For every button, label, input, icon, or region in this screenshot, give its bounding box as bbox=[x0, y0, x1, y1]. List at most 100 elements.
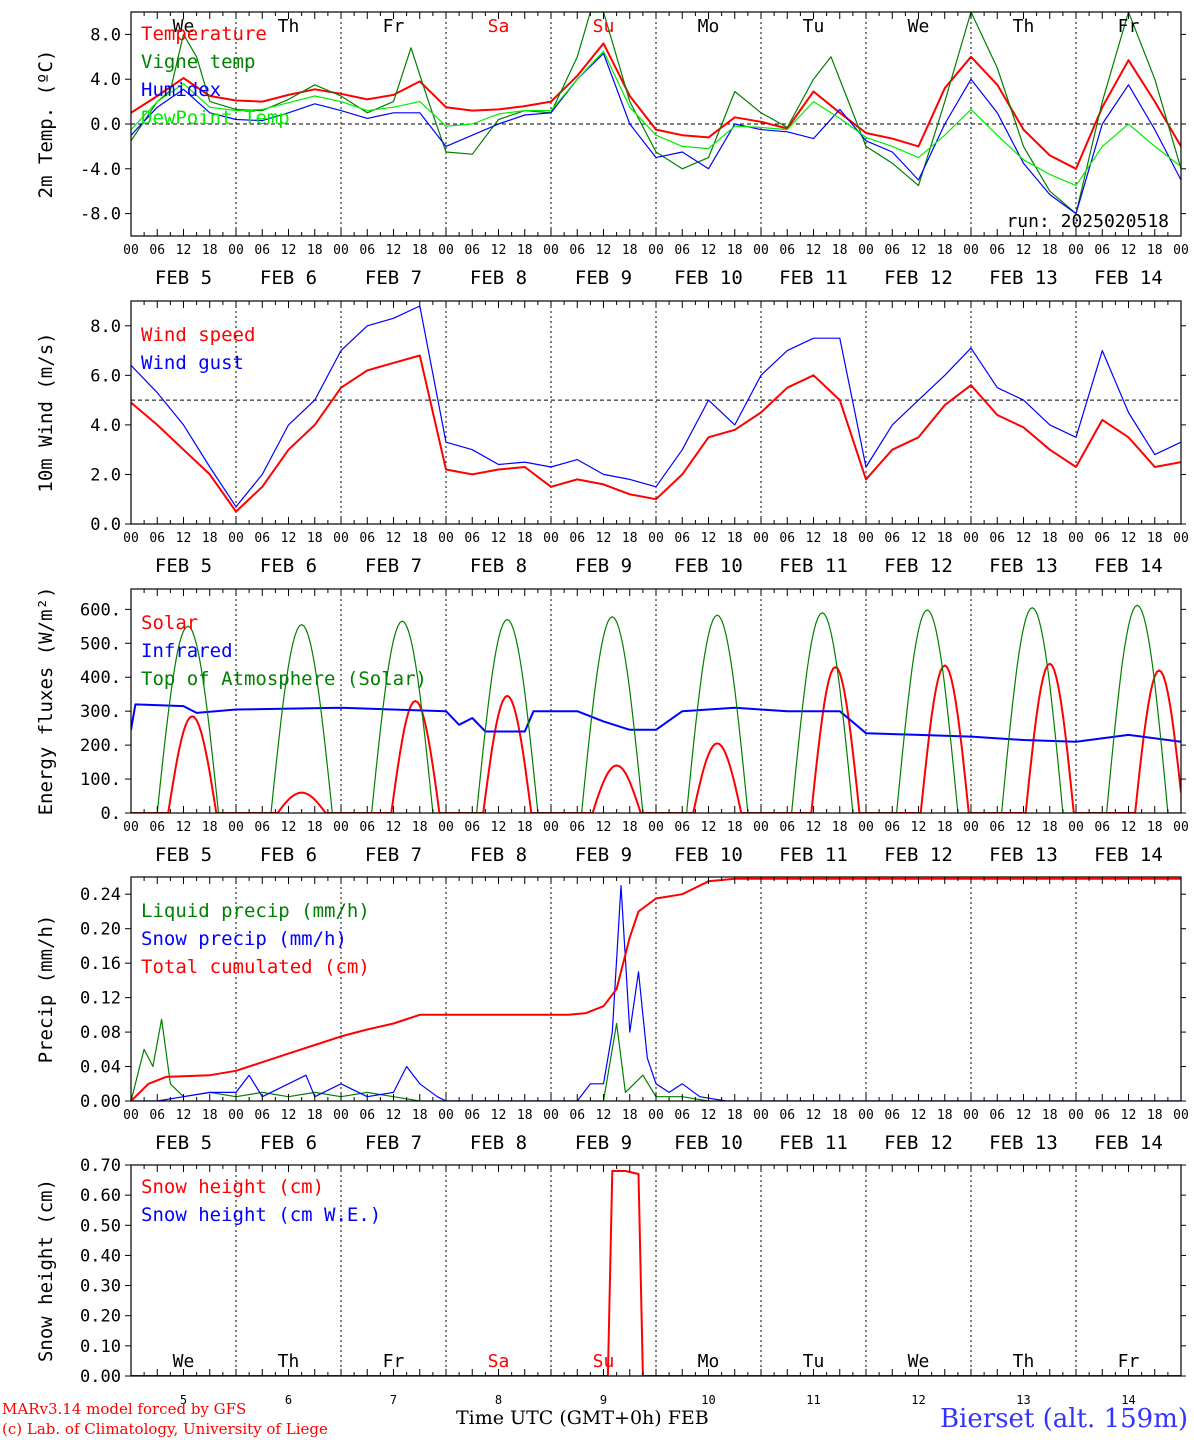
temp-weekday-label: Su bbox=[593, 16, 615, 37]
snow-weekday-label: Tu bbox=[803, 1351, 825, 1372]
temp-series-2-line bbox=[131, 52, 1181, 215]
temp-date-label: FEB 11 bbox=[779, 267, 848, 289]
wind-ytick-label: 8.0 bbox=[90, 317, 121, 337]
energy-hour-label: 12 bbox=[806, 820, 822, 835]
wind-hour-label: 00 bbox=[963, 531, 979, 546]
snow-weekday-label: Th bbox=[1013, 1351, 1035, 1372]
temp-hour-label: 12 bbox=[176, 243, 192, 258]
wind-hour-label: 12 bbox=[1016, 531, 1032, 546]
wind-hour-label: 00 bbox=[648, 531, 664, 546]
temp-weekday-label: We bbox=[908, 16, 930, 37]
precip-hour-label: 12 bbox=[491, 1108, 507, 1123]
precip-hour-label: 06 bbox=[464, 1108, 480, 1123]
temp-ytick-label: -8.0 bbox=[80, 205, 121, 225]
energy-date-label: FEB 8 bbox=[470, 844, 527, 866]
temp-legend-0: Temperature bbox=[141, 23, 267, 45]
wind-hour-label: 12 bbox=[176, 531, 192, 546]
snow-legend-1: Snow height (cm W.E.) bbox=[141, 1204, 381, 1226]
energy-hour-label: 06 bbox=[779, 820, 795, 835]
temp-date-label: FEB 8 bbox=[470, 267, 527, 289]
energy-hour-label: 00 bbox=[333, 820, 349, 835]
precip-hour-label: 00 bbox=[228, 1108, 244, 1123]
energy-hour-label: 18 bbox=[727, 820, 743, 835]
temp-hour-label: 18 bbox=[1042, 243, 1058, 258]
temp-hour-label: 18 bbox=[727, 243, 743, 258]
energy-hour-label: 06 bbox=[989, 820, 1005, 835]
wind-hour-label: 12 bbox=[596, 531, 612, 546]
energy-series-1-line bbox=[131, 703, 1181, 743]
precip-hour-label: 12 bbox=[176, 1108, 192, 1123]
precip-legend-0: Liquid precip (mm/h) bbox=[141, 900, 370, 922]
precip-legend-1: Snow precip (mm/h) bbox=[141, 928, 347, 950]
wind-ylabel: 10m Wind (m/s) bbox=[35, 332, 57, 492]
precip-hour-label: 18 bbox=[517, 1108, 533, 1123]
energy-hour-label: 00 bbox=[1068, 820, 1084, 835]
precip-date-label: FEB 13 bbox=[989, 1132, 1058, 1154]
snow-ytick-label: 0.60 bbox=[80, 1186, 121, 1206]
precip-legend-2: Total cumulated (cm) bbox=[141, 956, 370, 978]
energy-hour-label: 00 bbox=[228, 820, 244, 835]
snow-legend-0: Snow height (cm) bbox=[141, 1176, 324, 1198]
wind-date-label: FEB 13 bbox=[989, 555, 1058, 577]
energy-date-label: FEB 9 bbox=[575, 844, 632, 866]
energy-hour-label: 12 bbox=[491, 820, 507, 835]
energy-date-label: FEB 11 bbox=[779, 844, 848, 866]
snow-date-number: 14 bbox=[1121, 1393, 1135, 1407]
temp-legend-3: DewPoint Temp bbox=[141, 107, 290, 129]
temp-hour-label: 12 bbox=[806, 243, 822, 258]
precip-date-label: FEB 12 bbox=[884, 1132, 953, 1154]
wind-hour-label: 12 bbox=[281, 531, 297, 546]
wind-hour-label: 12 bbox=[491, 531, 507, 546]
precip-hour-label: 00 bbox=[648, 1108, 664, 1123]
temp-hour-label: 06 bbox=[254, 243, 270, 258]
temp-date-label: FEB 10 bbox=[674, 267, 743, 289]
precip-ytick-label: 0.00 bbox=[80, 1092, 121, 1112]
wind-hour-label: 06 bbox=[254, 531, 270, 546]
x-axis-month: FEB bbox=[667, 1407, 709, 1429]
temp-ylabel: 2m Temp. (ºC) bbox=[35, 50, 57, 199]
energy-date-label: FEB 10 bbox=[674, 844, 743, 866]
temp-weekday-label: Sa bbox=[488, 16, 510, 37]
temp-hour-label: 00 bbox=[648, 243, 664, 258]
snow-weekday-label: Fr bbox=[383, 1351, 405, 1372]
precip-hour-label: 00 bbox=[438, 1108, 454, 1123]
wind-hour-label: 06 bbox=[359, 531, 375, 546]
energy-hour-label: 06 bbox=[569, 820, 585, 835]
wind-hour-label: 18 bbox=[307, 531, 323, 546]
precip-series-1-line bbox=[131, 885, 1181, 1101]
precip-hour-label: 12 bbox=[806, 1108, 822, 1123]
snow-ytick-label: 0.40 bbox=[80, 1246, 121, 1266]
temp-hour-label: 06 bbox=[1094, 243, 1110, 258]
wind-hour-label: 06 bbox=[1094, 531, 1110, 546]
energy-hour-label: 18 bbox=[307, 820, 323, 835]
wind-date-label: FEB 8 bbox=[470, 555, 527, 577]
snow-ytick-label: 0.50 bbox=[80, 1216, 121, 1236]
energy-ytick-label: 600. bbox=[80, 600, 121, 620]
precip-ytick-label: 0.08 bbox=[80, 1023, 121, 1043]
temp-series-0-line bbox=[131, 42, 1181, 170]
snow-ytick-label: 0.30 bbox=[80, 1277, 121, 1297]
temp-hour-label: 06 bbox=[674, 243, 690, 258]
snow-ytick-label: 0.00 bbox=[80, 1367, 121, 1387]
energy-hour-label: 06 bbox=[464, 820, 480, 835]
energy-hour-label: 18 bbox=[412, 820, 428, 835]
temp-weekday-label: Mo bbox=[698, 16, 720, 37]
snow-date-number: 7 bbox=[390, 1393, 397, 1407]
wind-date-label: FEB 5 bbox=[155, 555, 212, 577]
wind-hour-label: 12 bbox=[701, 531, 717, 546]
temp-hour-label: 12 bbox=[1121, 243, 1137, 258]
precip-hour-label: 06 bbox=[359, 1108, 375, 1123]
precip-hour-label: 12 bbox=[386, 1108, 402, 1123]
energy-hour-label: 12 bbox=[596, 820, 612, 835]
lab-credit: (c) Lab. of Climatology, University of L… bbox=[2, 1420, 328, 1438]
precip-hour-label: 06 bbox=[149, 1108, 165, 1123]
precip-hour-label: 06 bbox=[674, 1108, 690, 1123]
wind-hour-label: 00 bbox=[858, 531, 874, 546]
energy-hour-label: 00 bbox=[963, 820, 979, 835]
precip-date-label: FEB 5 bbox=[155, 1132, 212, 1154]
wind-hour-label: 06 bbox=[779, 531, 795, 546]
energy-date-label: FEB 7 bbox=[365, 844, 422, 866]
temp-hour-label: 18 bbox=[202, 243, 218, 258]
temp-hour-label: 00 bbox=[858, 243, 874, 258]
temp-hour-label: 06 bbox=[464, 243, 480, 258]
